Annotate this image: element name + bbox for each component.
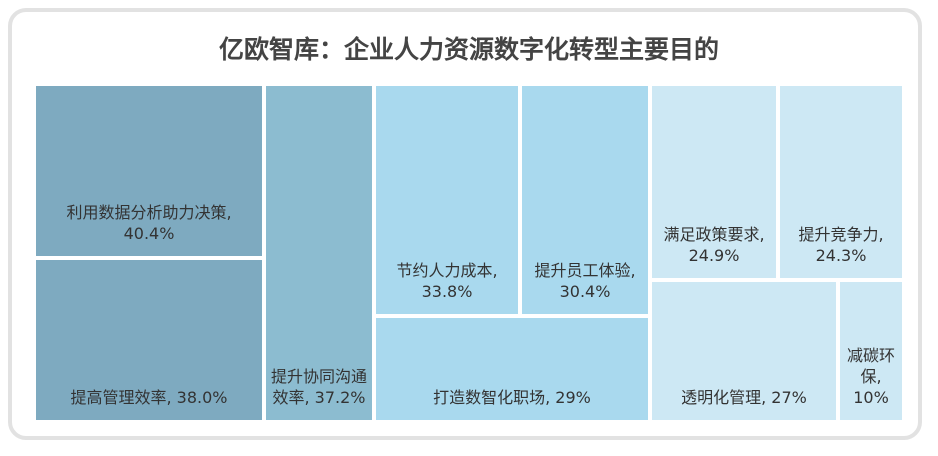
- treemap-cell: 提高管理效率, 38.0%: [36, 260, 262, 420]
- treemap-cell: 透明化管理, 27%: [652, 282, 836, 420]
- treemap-cell: 满足政策要求, 24.9%: [652, 86, 776, 278]
- cell-label: 节约人力成本, 33.8%: [396, 261, 498, 301]
- treemap-cell: 提升竞争力, 24.3%: [780, 86, 902, 278]
- treemap-cell: 打造数智化职场, 29%: [376, 318, 648, 420]
- cell-label: 提高管理效率, 38.0%: [70, 388, 228, 407]
- treemap-cell: 减碳环保, 10%: [840, 282, 902, 420]
- cell-label: 提升员工体验, 30.4%: [534, 261, 636, 301]
- cell-label: 透明化管理, 27%: [681, 388, 807, 407]
- treemap-cell: 利用数据分析助力决策, 40.4%: [36, 86, 262, 256]
- cell-label: 满足政策要求, 24.9%: [663, 225, 765, 265]
- cell-label: 减碳环保, 10%: [846, 346, 895, 407]
- treemap-cell: 提升协同沟通效率, 37.2%: [266, 86, 372, 420]
- cell-label: 打造数智化职场, 29%: [433, 388, 591, 407]
- treemap-cell: 提升员工体验, 30.4%: [522, 86, 648, 314]
- cell-label: 提升协同沟通效率, 37.2%: [270, 367, 367, 407]
- chart-title: 亿欧智库：企业人力资源数字化转型主要目的: [218, 35, 719, 64]
- cell-label: 利用数据分析助力决策, 40.4%: [66, 203, 232, 243]
- cell-label: 提升竞争力, 24.3%: [798, 225, 884, 265]
- treemap-cell: 节约人力成本, 33.8%: [376, 86, 518, 314]
